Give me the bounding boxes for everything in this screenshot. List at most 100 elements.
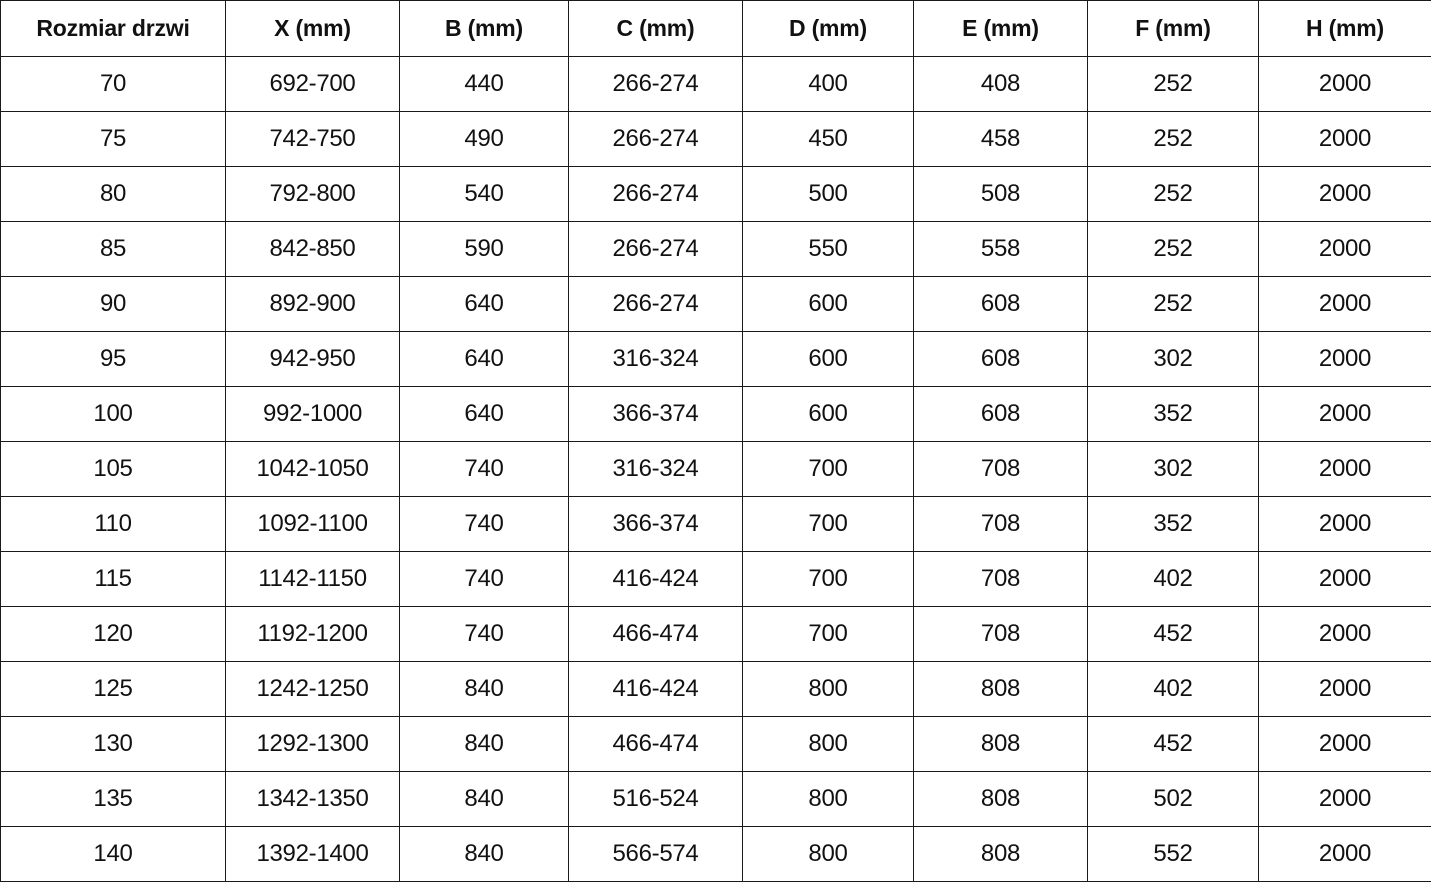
cell-e: 558 [914, 222, 1088, 277]
cell-c: 366-374 [569, 387, 743, 442]
cell-x: 892-900 [226, 277, 400, 332]
cell-h: 2000 [1259, 277, 1431, 332]
cell-c: 266-274 [569, 277, 743, 332]
cell-f: 302 [1088, 442, 1259, 497]
cell-x: 1142-1150 [226, 552, 400, 607]
table-header: Rozmiar drzwi X (mm) B (mm) C (mm) D (mm… [1, 1, 1431, 57]
cell-b: 640 [400, 332, 569, 387]
cell-e: 408 [914, 57, 1088, 112]
cell-size: 140 [1, 827, 226, 882]
cell-f: 252 [1088, 112, 1259, 167]
cell-e: 808 [914, 772, 1088, 827]
cell-b: 740 [400, 442, 569, 497]
cell-e: 608 [914, 387, 1088, 442]
cell-h: 2000 [1259, 717, 1431, 772]
cell-x: 1042-1050 [226, 442, 400, 497]
cell-x: 1092-1100 [226, 497, 400, 552]
cell-d: 800 [743, 772, 914, 827]
cell-d: 450 [743, 112, 914, 167]
cell-c: 266-274 [569, 222, 743, 277]
cell-e: 708 [914, 607, 1088, 662]
cell-d: 700 [743, 607, 914, 662]
cell-x: 992-1000 [226, 387, 400, 442]
column-header-f: F (mm) [1088, 1, 1259, 57]
cell-h: 2000 [1259, 112, 1431, 167]
cell-size: 105 [1, 442, 226, 497]
cell-e: 608 [914, 277, 1088, 332]
cell-c: 266-274 [569, 167, 743, 222]
cell-b: 840 [400, 827, 569, 882]
cell-x: 1342-1350 [226, 772, 400, 827]
cell-f: 402 [1088, 662, 1259, 717]
cell-b: 740 [400, 552, 569, 607]
column-header-b: B (mm) [400, 1, 569, 57]
column-header-c: C (mm) [569, 1, 743, 57]
cell-f: 252 [1088, 57, 1259, 112]
cell-size: 95 [1, 332, 226, 387]
cell-d: 600 [743, 277, 914, 332]
cell-x: 1242-1250 [226, 662, 400, 717]
cell-f: 252 [1088, 222, 1259, 277]
cell-d: 800 [743, 662, 914, 717]
cell-b: 840 [400, 662, 569, 717]
cell-h: 2000 [1259, 387, 1431, 442]
cell-size: 135 [1, 772, 226, 827]
cell-b: 740 [400, 497, 569, 552]
column-header-size: Rozmiar drzwi [1, 1, 226, 57]
cell-e: 458 [914, 112, 1088, 167]
cell-x: 692-700 [226, 57, 400, 112]
cell-size: 70 [1, 57, 226, 112]
cell-e: 708 [914, 442, 1088, 497]
cell-x: 1292-1300 [226, 717, 400, 772]
cell-size: 100 [1, 387, 226, 442]
cell-x: 842-850 [226, 222, 400, 277]
cell-h: 2000 [1259, 497, 1431, 552]
cell-f: 352 [1088, 497, 1259, 552]
cell-h: 2000 [1259, 222, 1431, 277]
cell-x: 792-800 [226, 167, 400, 222]
cell-d: 550 [743, 222, 914, 277]
cell-f: 252 [1088, 167, 1259, 222]
cell-c: 316-324 [569, 442, 743, 497]
cell-size: 110 [1, 497, 226, 552]
cell-c: 366-374 [569, 497, 743, 552]
cell-size: 85 [1, 222, 226, 277]
cell-c: 316-324 [569, 332, 743, 387]
cell-size: 130 [1, 717, 226, 772]
cell-size: 75 [1, 112, 226, 167]
cell-e: 808 [914, 717, 1088, 772]
cell-size: 120 [1, 607, 226, 662]
cell-b: 590 [400, 222, 569, 277]
cell-size: 125 [1, 662, 226, 717]
cell-h: 2000 [1259, 662, 1431, 717]
cell-f: 302 [1088, 332, 1259, 387]
cell-h: 2000 [1259, 607, 1431, 662]
cell-e: 608 [914, 332, 1088, 387]
cell-x: 942-950 [226, 332, 400, 387]
cell-b: 840 [400, 772, 569, 827]
column-header-e: E (mm) [914, 1, 1088, 57]
table-header-row: Rozmiar drzwi X (mm) B (mm) C (mm) D (mm… [1, 1, 1431, 57]
cell-e: 808 [914, 827, 1088, 882]
cell-f: 502 [1088, 772, 1259, 827]
cell-e: 708 [914, 497, 1088, 552]
cell-b: 490 [400, 112, 569, 167]
cell-h: 2000 [1259, 332, 1431, 387]
cell-d: 600 [743, 387, 914, 442]
cell-h: 2000 [1259, 772, 1431, 827]
cell-c: 466-474 [569, 717, 743, 772]
